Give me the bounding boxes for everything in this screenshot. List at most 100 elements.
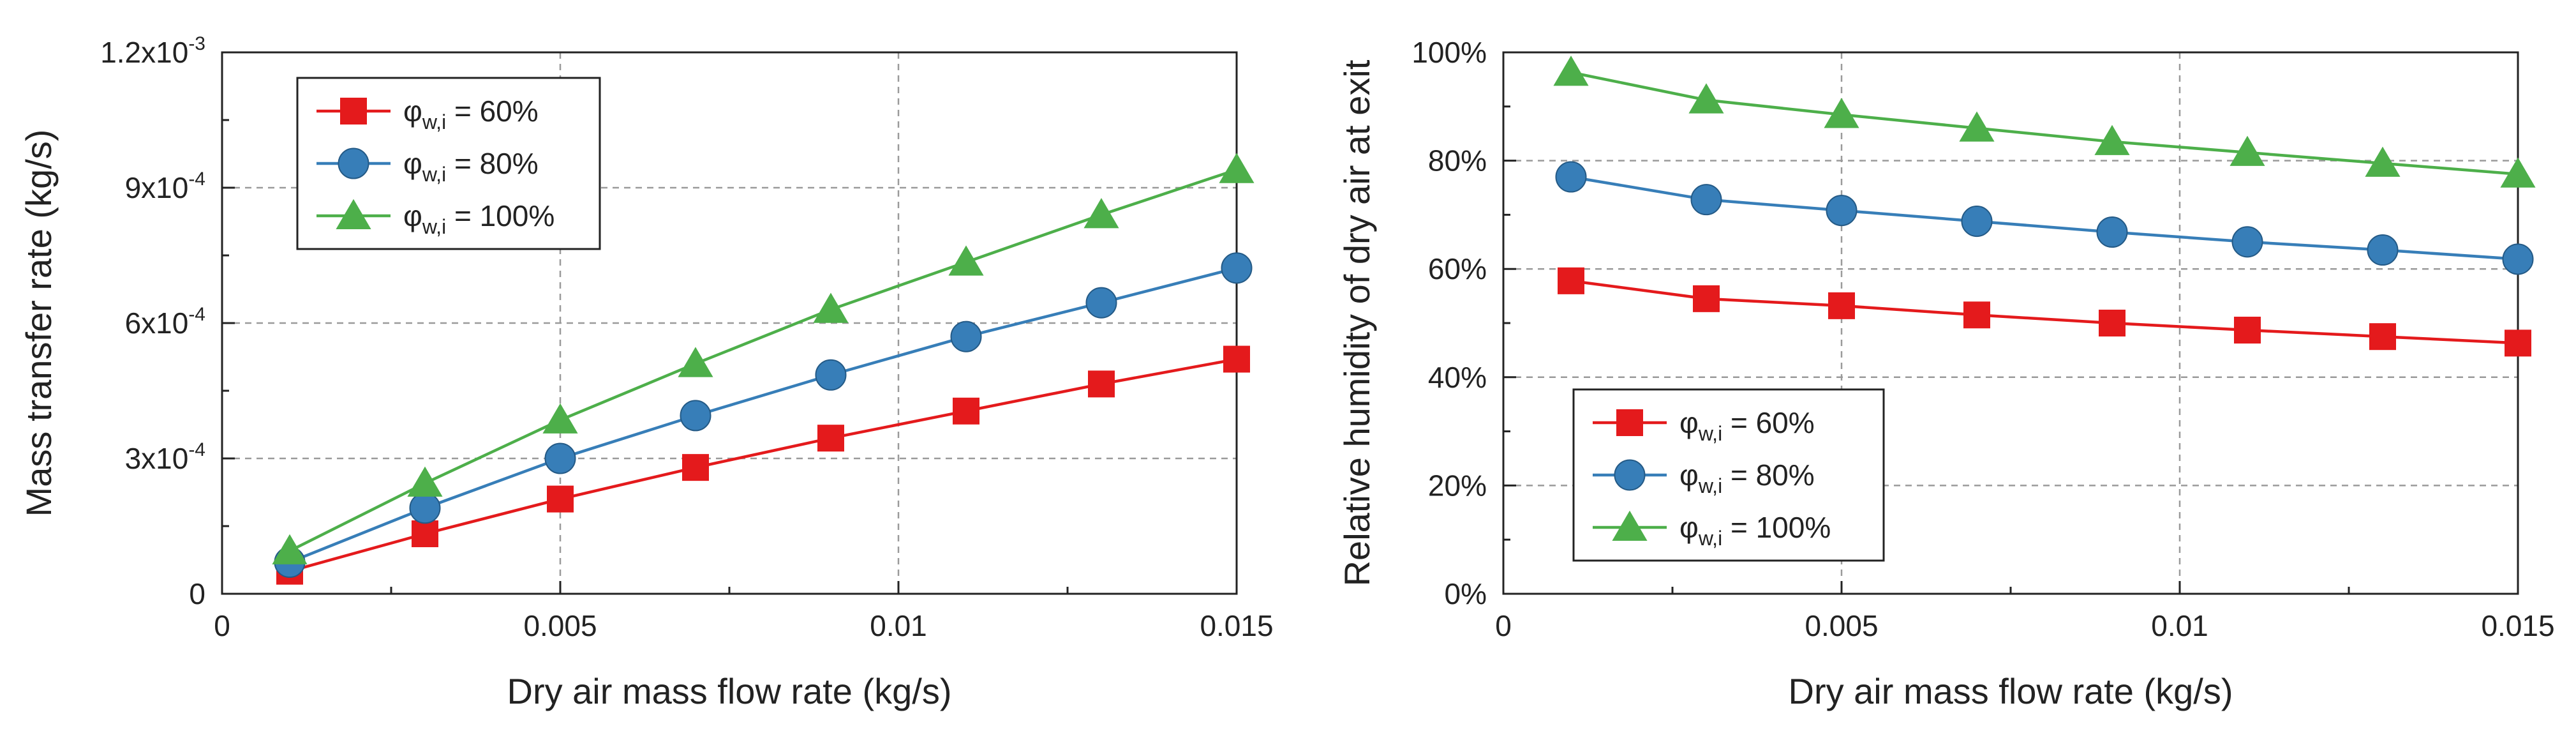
text-span: = 80% [446,147,539,180]
series-circle [1555,161,2534,275]
text-span: w,i [422,215,446,238]
data-point [1555,161,1587,193]
data-point [1221,252,1253,284]
data-point [680,400,711,432]
y-tick-label: 6x10-4 [125,304,205,340]
legend-label: φw,i = 60% [403,94,539,133]
data-point [2099,310,2126,336]
chart-panel-1: 0 0.005 0.01 0.01503x10-46x10-49x10-41.2x10… [19,33,1274,711]
x-tick-label: 0 [214,609,230,642]
text-span: w,i [1698,527,1722,550]
data-point [953,397,979,425]
text-span: φ [403,94,422,128]
text-span: -4 [188,439,205,460]
legend-label: φw,i = 80% [1679,458,1815,497]
data-point [1963,301,1990,329]
x-axis-title: Dry air mass flow rate (kg/s) [507,671,952,711]
legend-marker [1616,409,1643,436]
legend-label: φw,i = 100% [1679,511,1831,550]
y-tick-label: 80% [1428,144,1487,177]
y-tick-label: 60% [1428,252,1487,285]
x-tick-label: 0.01 [2151,609,2208,642]
text-span: 80% [1428,144,1487,177]
text-span: = 100% [446,199,555,232]
legend-marker [1612,510,1648,541]
data-point [1688,83,1724,114]
text-span: φ [403,147,422,180]
series-square [1558,267,2531,357]
text-span: w,i [422,163,446,186]
text-span: w,i [1698,422,1722,445]
y-tick-label: 9x10-4 [125,169,205,204]
data-point [815,359,847,391]
data-point [2367,234,2399,266]
series-triangle [272,153,1254,564]
data-point [412,520,438,548]
text-span: φ [403,199,422,232]
x-tick-label: 0 [1495,609,1512,642]
text-span: = 60% [446,94,539,128]
x-tick-label: 0.01 [870,609,927,642]
y-axis-title: Mass transfer rate (kg/s) [19,130,59,517]
data-point [817,425,844,452]
data-point [1693,285,1720,312]
data-point [1690,184,1722,216]
data-point [542,403,578,434]
text-span: 3x10 [125,442,189,475]
text-span: 9x10 [125,171,189,204]
data-point [682,454,709,481]
data-point [950,321,982,352]
text-span: -4 [188,304,205,325]
text-span: -4 [188,169,205,190]
text-span: w,i [422,110,446,133]
series-line [289,266,1237,564]
text-span: 1.2x10 [100,36,188,69]
data-point [2230,135,2265,166]
series-circle [274,252,1253,578]
text-span: -3 [188,33,205,54]
data-point [2094,125,2130,155]
data-point [407,466,443,497]
data-point [409,492,441,524]
legend-label: φw,i = 100% [403,199,555,238]
legend-marker [340,98,367,125]
data-point [2096,216,2128,248]
axis-ticks [221,51,1238,595]
data-point [272,534,308,564]
text-span: w,i [1698,474,1722,497]
x-tick-label: 0.005 [523,609,597,642]
data-point [2502,243,2534,275]
text-span: 40% [1428,361,1487,394]
data-point [2369,323,2396,351]
series-triangle [1553,56,2536,188]
y-tick-label: 0 [189,577,205,610]
legend-marker [338,147,369,179]
y-tick-label: 1.2x10-3 [100,33,205,69]
x-tick-label: 0.015 [1200,609,1273,642]
data-point [1553,56,1589,86]
y-tick-label: 0% [1445,577,1487,610]
data-point [1828,292,1855,319]
data-point [1959,111,1995,142]
data-point [2365,146,2401,177]
text-span: = 100% [1722,511,1831,544]
data-point [1219,153,1254,183]
text-span: φ [1679,511,1699,544]
text-span: 20% [1428,469,1487,502]
y-tick-label: 3x10-4 [125,439,205,475]
text-span: φ [1679,458,1699,492]
data-point [1085,287,1117,319]
series-line [289,358,1237,573]
legend-marker [1614,459,1646,491]
data-point [678,347,713,377]
data-point [1083,198,1119,229]
y-axis-title: Relative humidity of dry air at exit [1337,59,1377,586]
x-axis-title: Dry air mass flow rate (kg/s) [1789,671,2233,711]
series-line [1570,279,2519,345]
legend-label: φw,i = 60% [1679,406,1815,445]
text-span: 0% [1445,577,1487,610]
data-point [1961,206,1993,238]
y-tick-label: 100% [1411,36,1487,69]
